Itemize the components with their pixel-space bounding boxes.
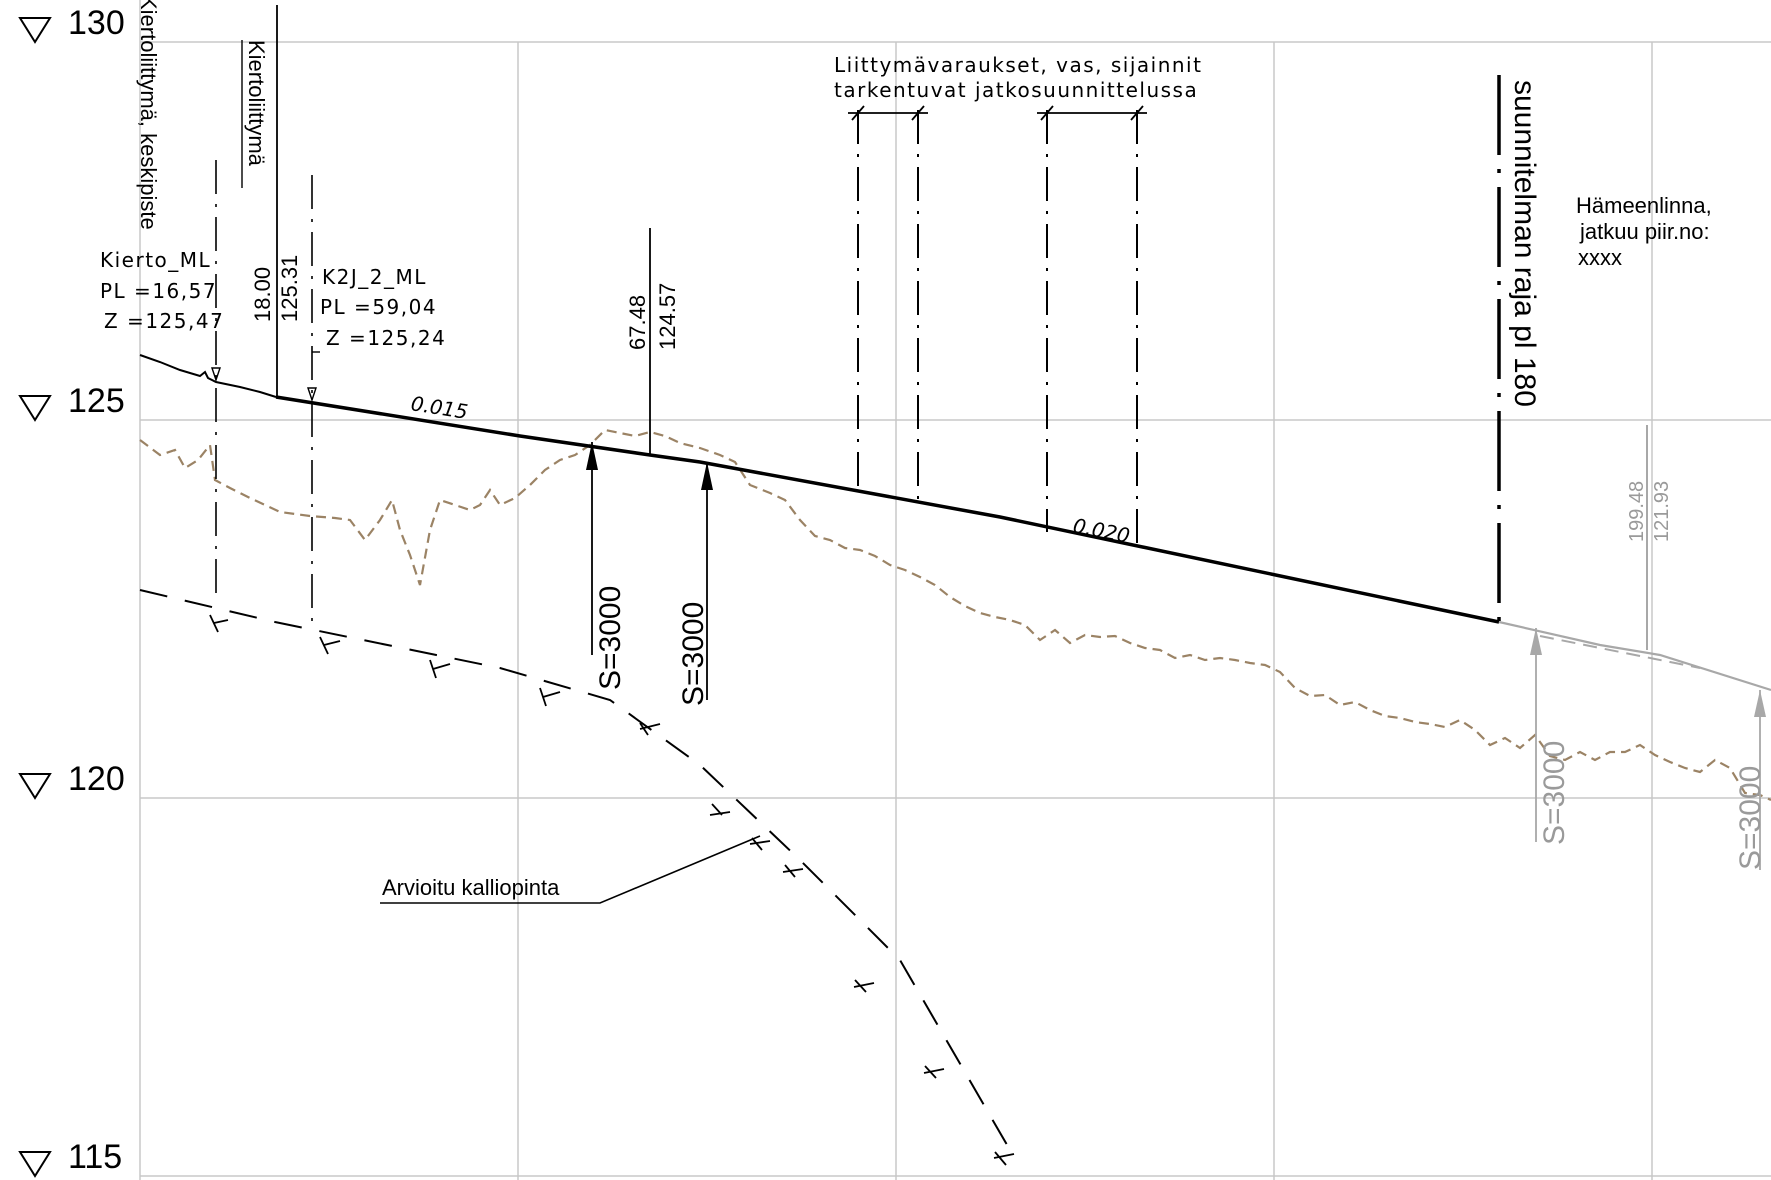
label-curve1: S=3000: [594, 586, 627, 690]
arrow-up-icon: [1530, 628, 1542, 655]
label-continues-line2: jatkuu piir.no:: [1579, 219, 1710, 244]
label-curve2: S=3000: [677, 602, 710, 706]
label-pt1-elev: 125.31: [277, 255, 302, 322]
arrow-up-icon: [586, 442, 598, 470]
elevation-label: 125: [68, 382, 125, 420]
bedrock-ticks: [209, 614, 1015, 1166]
label-k2j-name: K2J_2_ML: [322, 265, 427, 289]
label-grey-station: 199.48: [1626, 481, 1648, 542]
station-markers: [211, 5, 1648, 650]
elevation-triangle-icon: [18, 395, 52, 422]
label-slope2: 0.020: [1071, 513, 1132, 547]
elevation-triangle-icon: [18, 1151, 52, 1178]
label-k2j-z: Z =125,24: [326, 326, 446, 350]
label-continues-line1: Hämeenlinna,: [1576, 193, 1712, 218]
label-continues-line3: xxxx: [1578, 245, 1622, 270]
existing-ground-line: [139, 428, 1771, 802]
label-grey-curve2: S=3000: [1734, 766, 1767, 870]
curve-arrows: [586, 442, 1766, 870]
label-pt2-station: 67.48: [625, 295, 650, 350]
label-bedrock: Arvioitu kalliopinta: [382, 875, 560, 900]
label-kierto-center: Kiertoliittymä, keskipiste: [136, 0, 161, 230]
label-grey-curve1: S=3000: [1538, 741, 1571, 845]
design-profile-line: [139, 354, 277, 398]
elevation-triangle-icon: [18, 17, 52, 44]
bedrock-line: [139, 589, 1015, 1166]
arrow-icon: [307, 387, 317, 403]
elevation-triangle-icon: [18, 773, 52, 800]
elevation-label: 130: [68, 4, 125, 42]
arrow-up-icon: [701, 462, 713, 490]
bedrock-leader: [380, 835, 761, 904]
elevation-label: 120: [68, 760, 125, 798]
design-profile-line-bold: [275, 395, 1500, 624]
label-pt2-elev: 124.57: [655, 283, 680, 350]
label-kierto-ml-name: Kierto_ML: [100, 248, 211, 272]
label-grey-elev: 121.93: [1651, 481, 1673, 542]
elevation-label: 115: [68, 1138, 122, 1176]
arrow-up-icon: [1754, 690, 1766, 717]
label-reservations-line1: Liittymävaraukset, vas, sijainnit: [834, 53, 1202, 77]
label-kierto: Kiertoliittymä: [244, 40, 269, 167]
arrow-icon: [211, 367, 221, 383]
label-plan-limit: suunnitelman raja pl 180: [1508, 80, 1541, 407]
label-kierto-ml-z: Z =125,47: [104, 309, 224, 333]
label-k2j-pl: PL =59,04: [320, 295, 437, 319]
label-pt1-station: 18.00: [250, 267, 275, 322]
label-reservations-line2: tarkentuvat jatkosuunnittelussa: [834, 78, 1198, 102]
design-continuation-dashed: [1539, 635, 1701, 669]
label-kierto-ml-pl: PL =16,57: [100, 279, 217, 303]
design-continuation-line: [1498, 620, 1771, 692]
elevation-scale: 130 125 120 115: [18, 4, 125, 1178]
